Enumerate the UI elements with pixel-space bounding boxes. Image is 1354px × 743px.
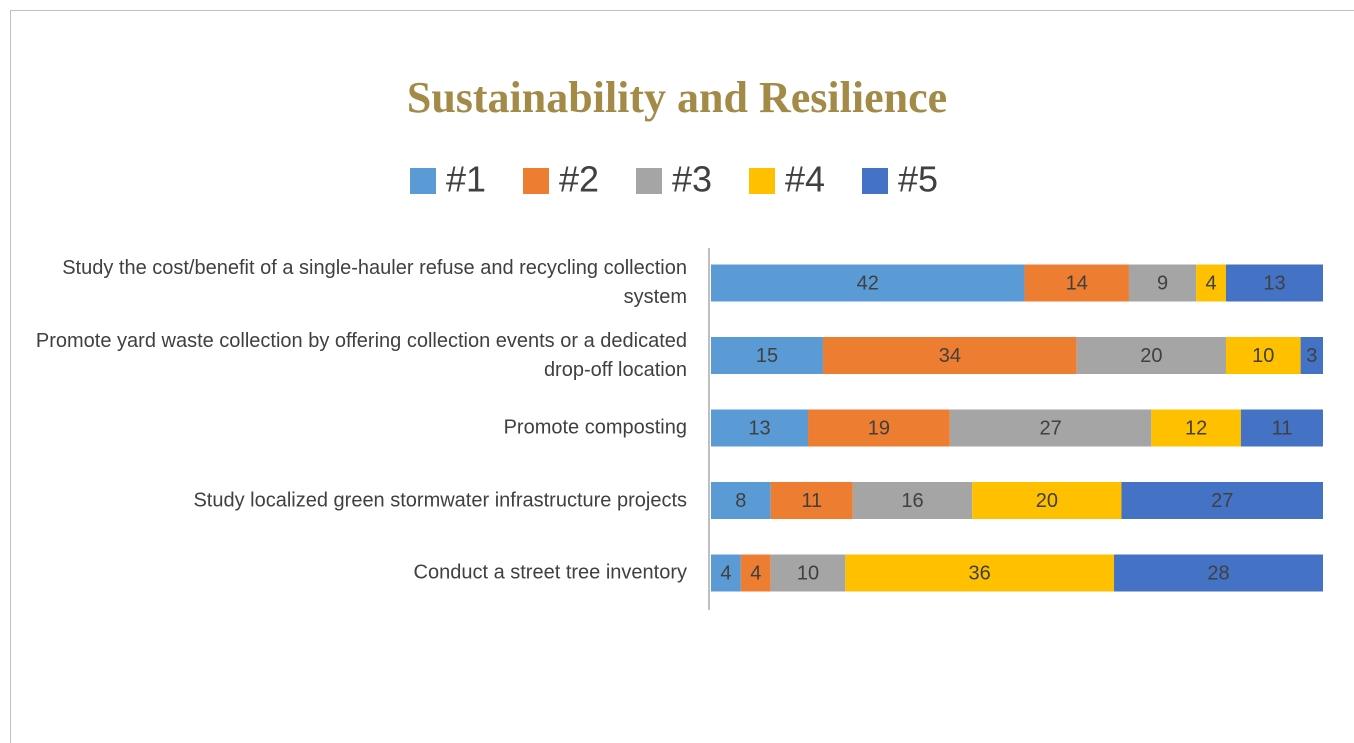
data-label: 9	[1157, 272, 1168, 294]
data-label: 27	[1211, 490, 1233, 512]
data-label: 34	[939, 345, 961, 367]
category-label: Conduct a street tree inventory	[413, 561, 687, 584]
data-label: 16	[901, 490, 923, 512]
data-label: 11	[1272, 417, 1293, 439]
data-label: 13	[748, 417, 770, 439]
data-label: 28	[1207, 562, 1229, 584]
category-label: Study the cost/benefit of a single-haule…	[62, 257, 687, 308]
data-label: 15	[756, 345, 778, 367]
legend-label: #5	[898, 159, 938, 200]
legend-label: #4	[785, 159, 825, 200]
bar-segment	[770, 482, 853, 519]
bar-segment	[1114, 554, 1323, 592]
bar-segment	[845, 554, 1115, 592]
data-label: 42	[857, 272, 879, 294]
bar-segment	[711, 409, 809, 447]
bar-segment	[1076, 337, 1226, 374]
data-label: 20	[1036, 490, 1058, 512]
data-label: 13	[1263, 272, 1285, 294]
data-label: 19	[868, 417, 890, 439]
bar-segment	[852, 482, 973, 519]
legend-swatch	[523, 168, 549, 194]
data-label: 3	[1306, 345, 1317, 367]
legend-swatch	[410, 168, 436, 194]
bar-segment	[740, 554, 771, 592]
bar-segment	[1128, 264, 1197, 302]
legend-swatch	[862, 168, 888, 194]
bar-segment	[972, 482, 1122, 519]
data-label: 20	[1140, 345, 1162, 367]
data-label: 12	[1185, 417, 1207, 439]
bar-segment	[1024, 264, 1129, 302]
data-label: 4	[720, 562, 731, 584]
data-label: 10	[797, 562, 819, 584]
bar-segment	[711, 337, 823, 374]
bar-segment	[1121, 482, 1323, 519]
bar-segment	[770, 554, 846, 592]
data-label: 14	[1066, 272, 1088, 294]
data-label: 4	[750, 562, 761, 584]
bar-segment	[808, 409, 950, 447]
data-label: 11	[801, 490, 822, 512]
bar-segment	[711, 482, 771, 519]
bar-segment	[711, 554, 741, 592]
category-label: Promote composting	[503, 416, 687, 439]
bar-segment	[1225, 337, 1301, 374]
data-label: 36	[969, 562, 991, 584]
data-label: 4	[1205, 272, 1216, 294]
legend-label: #3	[672, 159, 712, 200]
legend-swatch	[636, 168, 662, 194]
bar-segment	[1225, 264, 1323, 302]
legend-swatch	[749, 168, 775, 194]
bar-segment	[1196, 264, 1226, 302]
bar-segment	[949, 409, 1152, 447]
category-label: Study localized green stormwater infrast…	[193, 489, 687, 511]
data-label: 10	[1252, 345, 1274, 367]
legend-label: #2	[559, 159, 599, 200]
bar-segment	[1240, 409, 1323, 447]
data-label: 27	[1039, 417, 1061, 439]
slide-frame	[10, 10, 1354, 743]
category-label: Promote yard waste collection by offerin…	[35, 329, 687, 381]
legend-label: #1	[446, 159, 486, 200]
bar-segment	[1151, 409, 1241, 447]
bar-segment	[1300, 337, 1323, 374]
bar-segment	[711, 264, 1025, 302]
bar-segment	[822, 337, 1077, 374]
chart-title: Sustainability and Resilience	[406, 73, 948, 122]
data-label: 8	[735, 490, 746, 512]
